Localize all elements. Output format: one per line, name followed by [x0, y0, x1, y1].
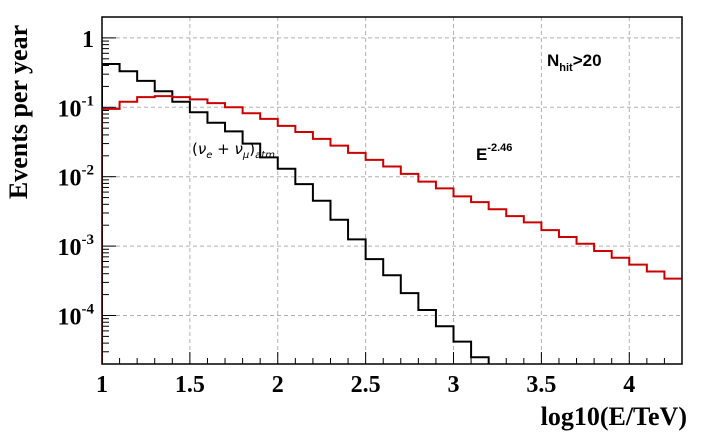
grid-lines [102, 17, 682, 364]
x-tick-labels: 1 1.5 2 2.5 3 3.5 4 [96, 372, 635, 398]
x-tick-label: 3 [448, 372, 460, 398]
y-axis-title: Events per year [4, 25, 33, 199]
x-tick-label: 2.5 [351, 372, 381, 398]
nhit-annotation: Nhit>20 [547, 51, 602, 74]
x-tick-label: 3.5 [526, 372, 556, 398]
y-tick-label: 10-3 [58, 232, 95, 261]
y-tick-label: 10-1 [58, 93, 95, 122]
series-layer [102, 63, 682, 364]
x-tick-label: 1 [96, 372, 108, 398]
y-tick-label: 1 [82, 27, 94, 53]
y-tick-labels: 1 10-1 10-2 10-3 10-4 [58, 27, 95, 331]
y-tick-label: 10-4 [58, 301, 95, 330]
x-axis-title: log10(E/TeV) [541, 402, 687, 431]
atm-neutrino-series-line [102, 63, 490, 364]
power-law-annotation: E-2.46 [476, 142, 512, 164]
power-law-series-line [102, 95, 682, 364]
plot-frame [101, 16, 683, 365]
y-tick-label: 10-2 [58, 163, 95, 192]
x-tick-label: 1.5 [175, 372, 205, 398]
atm-annotation: (νe + νμ)atm [192, 140, 275, 161]
x-tick-label: 2 [272, 372, 284, 398]
x-tick-label: 4 [623, 372, 635, 398]
axis-ticks [101, 37, 683, 364]
